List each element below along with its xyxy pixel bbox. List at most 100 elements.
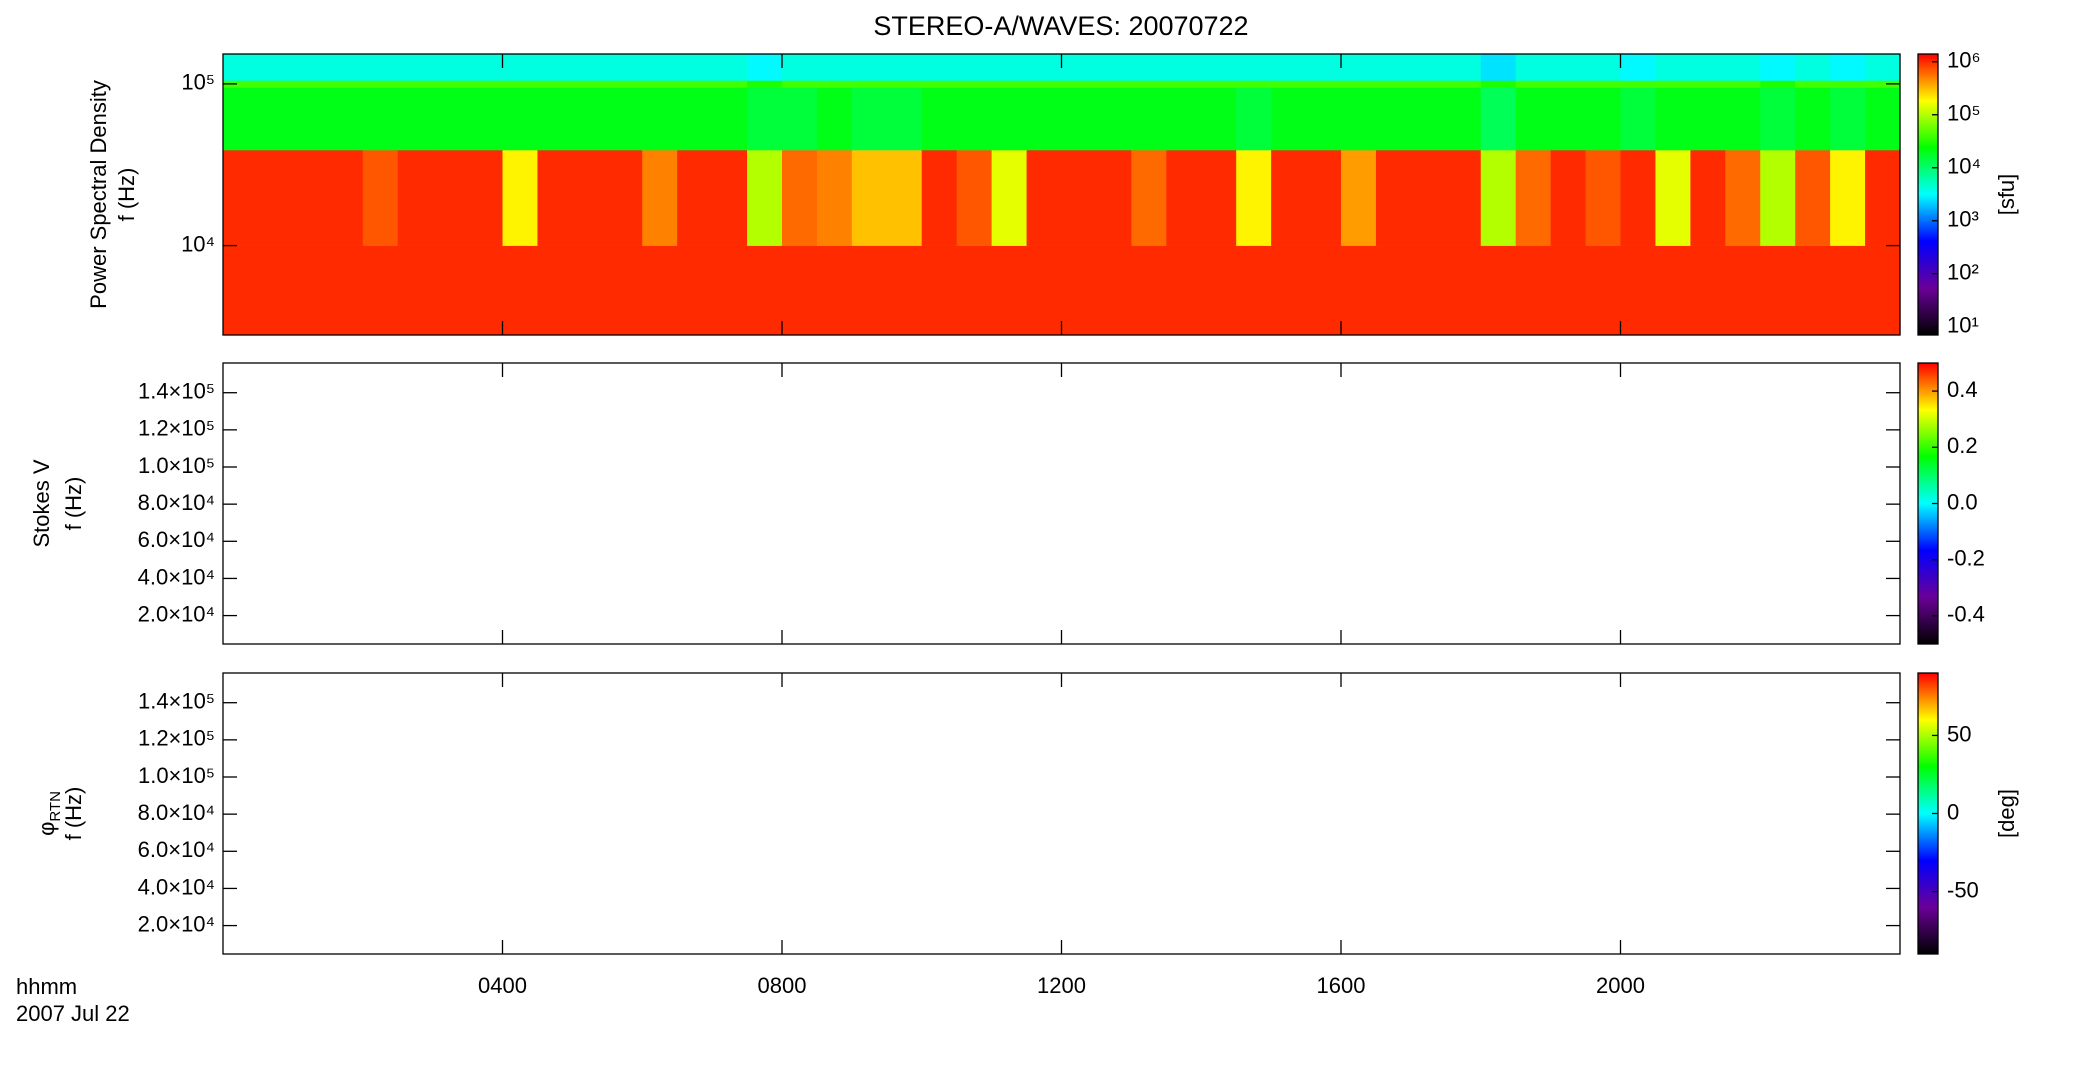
heatmap-cell xyxy=(1445,80,1482,88)
heatmap-cell xyxy=(467,245,504,336)
heatmap-cell xyxy=(1026,245,1063,336)
heatmap-cell xyxy=(1830,87,1866,151)
colorbar-tick-label: 10⁵ xyxy=(1947,101,1981,126)
plot-frame xyxy=(222,362,1901,645)
heatmap-cell xyxy=(747,80,783,88)
heatmap-cell xyxy=(1131,245,1167,336)
heatmap-cell xyxy=(1201,80,1237,88)
heatmap-cell xyxy=(1026,54,1063,81)
colorbar-tick-label: -0.2 xyxy=(1947,546,1985,571)
heatmap-cell xyxy=(1236,245,1272,336)
heatmap-cell xyxy=(257,150,294,246)
colorbar xyxy=(1918,673,1938,954)
heatmap-cell xyxy=(1166,150,1202,246)
heatmap-cell xyxy=(642,80,678,88)
heatmap-cell xyxy=(1410,87,1447,151)
heatmap-cell xyxy=(607,54,643,81)
heatmap-cell xyxy=(607,80,643,88)
heatmap-cell xyxy=(1445,87,1482,151)
heatmap-cell xyxy=(1306,150,1342,246)
heatmap-cell xyxy=(921,150,958,246)
heatmap-cell xyxy=(1795,150,1831,246)
heatmap-cell xyxy=(1725,245,1761,336)
y-tick-label: 8.0×10⁴ xyxy=(138,490,215,515)
heatmap-cell xyxy=(712,87,748,151)
heatmap-cell xyxy=(991,245,1028,336)
heatmap-cell xyxy=(1760,54,1796,81)
heatmap-cell xyxy=(257,245,294,336)
y-tick-label: 1.2×10⁵ xyxy=(138,416,215,441)
heatmap-cell xyxy=(1515,54,1552,81)
heatmap-cell xyxy=(397,54,434,81)
heatmap-cell xyxy=(1550,80,1587,88)
heatmap-cell xyxy=(956,87,993,151)
heatmap-cell xyxy=(432,54,469,81)
heatmap-cell xyxy=(991,150,1028,246)
x-axis-label: hhmm xyxy=(16,974,77,999)
heatmap-cell xyxy=(1131,54,1167,81)
x-tick-label: 0400 xyxy=(478,973,527,998)
heatmap-cell xyxy=(642,150,678,246)
heatmap-cell xyxy=(327,87,364,151)
heatmap-cell xyxy=(607,87,643,151)
heatmap-cell xyxy=(1830,150,1866,246)
heatmap-cell xyxy=(1795,87,1831,151)
heatmap-cell xyxy=(1375,54,1412,81)
heatmap-cell xyxy=(572,54,608,81)
heatmap-cell xyxy=(502,245,539,336)
heatmap-cell xyxy=(572,80,608,88)
heatmap-cell xyxy=(921,245,958,336)
chart-title: STEREO-A/WAVES: 20070722 xyxy=(873,11,1248,41)
heatmap-cell xyxy=(257,80,294,88)
heatmap-cell xyxy=(1341,245,1377,336)
y-tick-label: 4.0×10⁴ xyxy=(138,564,215,589)
plot-frame xyxy=(222,672,1901,955)
heatmap-cell xyxy=(397,245,434,336)
heatmap-cell xyxy=(677,87,713,151)
heatmap-cell xyxy=(1201,150,1237,246)
heatmap-cell xyxy=(1271,54,1307,81)
heatmap-cell xyxy=(1096,54,1132,81)
colorbar-tick-label: 10³ xyxy=(1947,207,1979,232)
heatmap-cell xyxy=(1341,54,1377,81)
colorbar-tick-label: 10¹ xyxy=(1947,313,1979,338)
heatmap-cell xyxy=(537,87,573,151)
heatmap-cell xyxy=(642,87,678,151)
heatmap-cell xyxy=(886,54,923,81)
heatmap-cell xyxy=(712,150,748,246)
heatmap-cell xyxy=(607,150,643,246)
heatmap-cell xyxy=(1585,54,1622,81)
y-tick-label: 2.0×10⁴ xyxy=(138,601,215,626)
heatmap-cell xyxy=(257,54,294,81)
heatmap-cell xyxy=(1760,80,1796,88)
heatmap-cell xyxy=(1795,80,1831,88)
heatmap-cell xyxy=(432,245,469,336)
heatmap-cell xyxy=(1061,245,1098,336)
colorbar-tick-label: 10² xyxy=(1947,260,1979,285)
heatmap-cell xyxy=(991,80,1028,88)
heatmap-cell xyxy=(1725,87,1761,151)
heatmap-cell xyxy=(223,87,259,151)
heatmap-cell xyxy=(362,245,399,336)
heatmap-cell xyxy=(712,54,748,81)
heatmap-cell xyxy=(1445,150,1482,246)
heatmap-cell xyxy=(1550,245,1587,336)
y-tick-label: 1.4×10⁵ xyxy=(138,689,215,714)
heatmap-cell xyxy=(362,54,399,81)
heatmap-cell xyxy=(1760,87,1796,151)
colorbar-tick-label: 0 xyxy=(1947,799,1959,824)
heatmap-cell xyxy=(1096,80,1132,88)
heatmap-cell xyxy=(1830,245,1866,336)
heatmap-cell xyxy=(677,80,713,88)
heatmap-cell xyxy=(1341,150,1377,246)
heatmap-cell xyxy=(1166,80,1202,88)
heatmap-cell xyxy=(502,80,539,88)
heatmap-cell xyxy=(362,87,399,151)
heatmap-cell xyxy=(1236,87,1272,151)
heatmap-cell xyxy=(1236,80,1272,88)
y-tick-label: 10⁴ xyxy=(181,231,215,256)
heatmap-cell xyxy=(1375,245,1412,336)
heatmap-cell xyxy=(292,87,329,151)
heatmap-cell xyxy=(1026,80,1063,88)
heatmap-cell xyxy=(1201,87,1237,151)
